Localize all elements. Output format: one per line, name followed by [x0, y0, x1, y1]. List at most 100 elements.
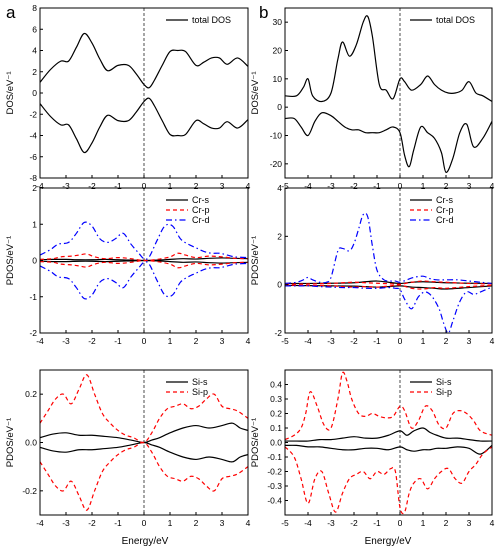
- y-axis-label: PDOS/eV⁻¹: [250, 418, 261, 467]
- y-tick-label: -2: [29, 109, 37, 119]
- y-tick-label: 2: [277, 231, 282, 241]
- series-line-si-s: [285, 427, 492, 442]
- y-tick-label: 1: [32, 219, 37, 229]
- series-line-cr-p: [285, 280, 492, 285]
- x-tick-label: -5: [281, 181, 289, 191]
- y-tick-label: 20: [273, 46, 283, 56]
- x-tick-label: 0: [398, 336, 403, 346]
- x-tick-label: -3: [62, 336, 70, 346]
- x-tick-label: 3: [220, 181, 225, 191]
- y-axis-label: DOS/eV⁻¹: [5, 71, 16, 114]
- x-tick-label: 1: [168, 518, 173, 528]
- x-tick-label: -3: [62, 181, 70, 191]
- legend-label: Si-p: [192, 387, 208, 397]
- y-tick-label: 10: [273, 74, 283, 84]
- x-tick-label: 2: [444, 336, 449, 346]
- y-tick-label: -1: [29, 292, 37, 302]
- y-tick-label: -0.4: [267, 496, 282, 506]
- x-tick-label: -1: [373, 336, 381, 346]
- x-tick-label: 4: [246, 518, 251, 528]
- legend-label: Cr-s: [192, 195, 209, 205]
- y-tick-label: 2: [32, 67, 37, 77]
- legend-label: Cr-p: [436, 205, 454, 215]
- x-tick-label: -4: [304, 181, 312, 191]
- x-tick-label: -1: [114, 181, 122, 191]
- chart-a-top: -4 -3 -2 -1 0 1 2 3 4 -8 -6 -4 -2 0 2 4 6 8 DOS/eV⁻¹ total …: [5, 3, 251, 191]
- y-axis-label: PDOS/eV⁻¹: [5, 418, 16, 467]
- legend-label: Si-s: [436, 377, 452, 387]
- x-tick-label: -3: [327, 518, 335, 528]
- y-tick-label: -0.3: [267, 481, 282, 491]
- x-tick-label: -1: [373, 181, 381, 191]
- series-line-cr-d: [285, 212, 492, 285]
- x-tick-label: -4: [36, 336, 44, 346]
- x-tick-label: 4: [246, 181, 251, 191]
- series-line-cr-p: [40, 252, 248, 262]
- chart-b-bot: -5 -4 -3 -2 -1 0 1 2 3 4 -0.4 -0.3 -0.2 -0.1 0.0 0.1 0.2…: [250, 369, 495, 528]
- series-line-mirror: [285, 446, 492, 515]
- y-tick-label: 0: [32, 88, 37, 98]
- x-tick-label: -1: [373, 518, 381, 528]
- chart-a-mid: -4 -3 -2 -1 0 1 2 3 4 -2 -1 0 1 2 PDOS/eV⁻¹ Cr-sCr-pCr-…: [5, 183, 251, 346]
- plot-frame: [284, 7, 493, 179]
- x-tick-label: 0: [398, 518, 403, 528]
- y-tick-label: 0.4: [270, 380, 282, 390]
- y-tick-label: -8: [29, 173, 37, 183]
- x-tick-label: 0: [142, 181, 147, 191]
- chart-a-bot: -4 -3 -2 -1 0 1 2 3 4 -0.2 0.0 0.2 PDOS/eV⁻¹ Si-sSi-p: [5, 369, 251, 528]
- y-tick-label: 4: [32, 46, 37, 56]
- y-tick-label: -2: [274, 328, 282, 338]
- y-tick-label: -0.2: [22, 486, 37, 496]
- y-tick-label: 30: [273, 17, 283, 27]
- x-tick-label: 3: [467, 181, 472, 191]
- x-tick-label: 0: [142, 518, 147, 528]
- x-tick-label: -4: [304, 336, 312, 346]
- y-axis-label: PDOS/eV⁻¹: [5, 236, 16, 285]
- y-tick-label: -6: [29, 152, 37, 162]
- x-axis-label-right: Energy/eV: [365, 536, 412, 547]
- x-tick-label: 1: [168, 181, 173, 191]
- series-line-mirror: [40, 441, 248, 463]
- x-tick-label: 0: [142, 336, 147, 346]
- series-line-mirror: [40, 259, 248, 269]
- y-tick-label: 0.0: [25, 438, 37, 448]
- series-line-mirror: [40, 441, 248, 511]
- x-tick-label: -4: [304, 518, 312, 528]
- x-tick-label: -3: [327, 181, 335, 191]
- x-tick-label: -4: [36, 518, 44, 528]
- y-tick-label: 2: [32, 183, 37, 193]
- x-axis-label-left: Energy/eV: [122, 536, 169, 547]
- x-tick-label: 4: [246, 336, 251, 346]
- series-line-mirror: [285, 285, 492, 333]
- x-tick-label: -4: [36, 181, 44, 191]
- series-line-mirror: [285, 284, 492, 290]
- series-line-cr-s: [285, 280, 492, 285]
- x-tick-label: 1: [168, 336, 173, 346]
- x-tick-label: -1: [114, 518, 122, 528]
- x-tick-label: 2: [194, 518, 199, 528]
- y-tick-label: 0: [277, 280, 282, 290]
- x-tick-label: 4: [490, 336, 495, 346]
- x-tick-label: 4: [490, 181, 495, 191]
- panel-letter-b: b: [259, 3, 268, 22]
- y-tick-label: -10: [270, 131, 283, 141]
- y-tick-label: 0.0: [270, 438, 282, 448]
- y-tick-label: -20: [270, 159, 283, 169]
- series-line-total-dos: [285, 15, 492, 103]
- x-tick-label: -5: [281, 518, 289, 528]
- x-tick-label: 0: [398, 181, 403, 191]
- y-tick-label: 6: [32, 24, 37, 34]
- x-tick-label: 2: [444, 518, 449, 528]
- x-tick-label: 1: [421, 518, 426, 528]
- x-tick-label: 1: [421, 336, 426, 346]
- chart-b-top: -5 -4 -3 -2 -1 0 1 2 3 4-20-100102030DOS/eV⁻¹tota…: [250, 7, 495, 191]
- legend-label: Cr-p: [192, 205, 210, 215]
- legend-label: Si-p: [436, 387, 452, 397]
- y-tick-label: 0.2: [270, 409, 282, 419]
- y-tick-label: -0.2: [267, 467, 282, 477]
- x-tick-label: -2: [88, 518, 96, 528]
- y-axis-label: PDOS/eV⁻¹: [250, 236, 261, 285]
- y-tick-label: 8: [32, 3, 37, 13]
- x-tick-label: 3: [467, 518, 472, 528]
